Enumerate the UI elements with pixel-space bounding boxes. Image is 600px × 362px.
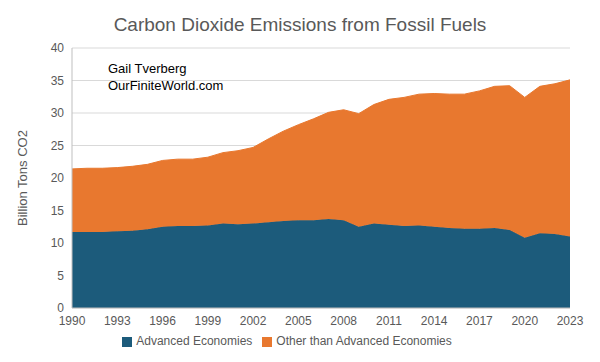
html-text:Other than Advanced Economies: Other than Advanced Economies [276, 334, 452, 348]
svg-text:2020: 2020 [511, 314, 538, 328]
html-text:Advanced Economies: Advanced Economies [136, 334, 253, 348]
svg-text:2002: 2002 [240, 314, 267, 328]
svg-text:2014: 2014 [421, 314, 448, 328]
svg-text:2008: 2008 [330, 314, 357, 328]
svg-text:10: 10 [51, 236, 65, 250]
svg-text:40: 40 [51, 42, 65, 55]
svg-text:30: 30 [51, 106, 65, 120]
svg-text:1990: 1990 [59, 314, 86, 328]
svg-text:25: 25 [51, 139, 65, 153]
svg-text:2023: 2023 [557, 314, 584, 328]
svg-text:20: 20 [51, 171, 65, 185]
svg-text:35: 35 [51, 74, 65, 88]
html-text:OurFiniteWorld.com: OurFiniteWorld.com [108, 78, 224, 93]
svg-text:5: 5 [57, 269, 64, 283]
svg-text:1996: 1996 [149, 314, 176, 328]
html-text:Gail Tverberg: Gail Tverberg [108, 61, 187, 76]
svg-text:2017: 2017 [466, 314, 493, 328]
svg-text:Billion Tons CO2: Billion Tons CO2 [15, 130, 30, 226]
svg-text:1999: 1999 [194, 314, 221, 328]
html-text:Carbon Dioxide Emissions from: Carbon Dioxide Emissions from Fossil Fue… [113, 14, 487, 35]
svg-text:15: 15 [51, 204, 65, 218]
svg-text:0: 0 [57, 301, 64, 315]
svg-text:1993: 1993 [104, 314, 131, 328]
svg-text:2011: 2011 [376, 314, 402, 328]
svg-text:2005: 2005 [285, 314, 312, 328]
